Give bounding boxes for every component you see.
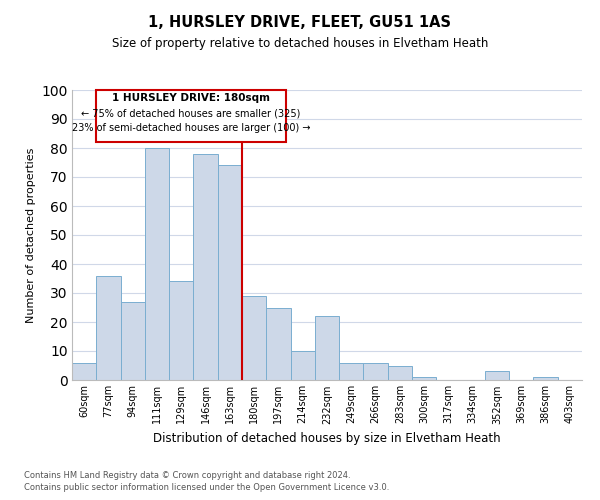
Text: Contains public sector information licensed under the Open Government Licence v3: Contains public sector information licen… [24, 484, 389, 492]
Bar [533, 377, 558, 380]
X-axis label: Distribution of detached houses by size in Elvetham Heath: Distribution of detached houses by size … [153, 432, 501, 445]
Text: ← 75% of detached houses are smaller (325): ← 75% of detached houses are smaller (32… [82, 109, 301, 119]
Bar [364, 362, 388, 380]
Bar [412, 377, 436, 380]
Bar [485, 372, 509, 380]
Bar [266, 308, 290, 380]
Bar [145, 148, 169, 380]
Text: 1 HURSLEY DRIVE: 180sqm: 1 HURSLEY DRIVE: 180sqm [112, 93, 270, 103]
Bar [193, 154, 218, 380]
Y-axis label: Number of detached properties: Number of detached properties [26, 148, 36, 322]
Text: 1, HURSLEY DRIVE, FLEET, GU51 1AS: 1, HURSLEY DRIVE, FLEET, GU51 1AS [149, 15, 452, 30]
Bar [388, 366, 412, 380]
Bar [72, 362, 96, 380]
Bar [315, 316, 339, 380]
Bar [218, 166, 242, 380]
Bar [121, 302, 145, 380]
Bar [96, 276, 121, 380]
Bar [339, 362, 364, 380]
Text: Size of property relative to detached houses in Elvetham Heath: Size of property relative to detached ho… [112, 38, 488, 51]
Text: Contains HM Land Registry data © Crown copyright and database right 2024.: Contains HM Land Registry data © Crown c… [24, 471, 350, 480]
FancyBboxPatch shape [96, 90, 286, 142]
Text: 23% of semi-detached houses are larger (100) →: 23% of semi-detached houses are larger (… [72, 124, 310, 134]
Bar [290, 351, 315, 380]
Bar [169, 282, 193, 380]
Bar [242, 296, 266, 380]
